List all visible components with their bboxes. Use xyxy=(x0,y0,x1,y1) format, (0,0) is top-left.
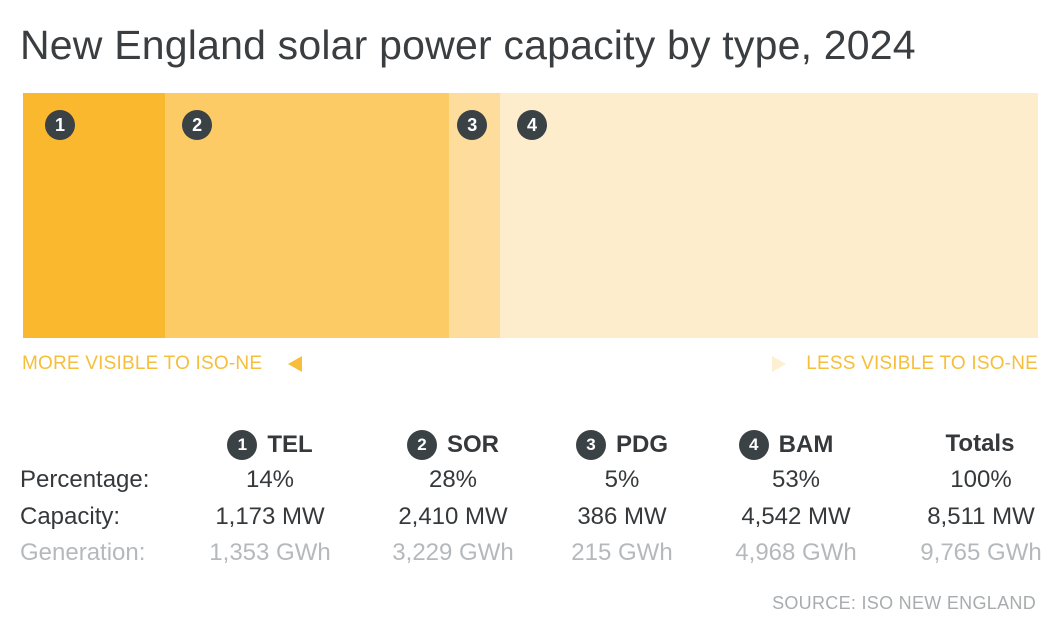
segment-badge-4-icon: 4 xyxy=(517,110,548,140)
less-visible-label: LESS VISIBLE TO ISO-NE xyxy=(806,353,1038,374)
segment-badge-3-icon: 3 xyxy=(457,110,488,140)
visibility-arrow xyxy=(288,356,786,372)
segment-badge-2-icon: 2 xyxy=(182,110,213,140)
more-visible-label: MORE VISIBLE TO ISO-NE xyxy=(22,353,263,374)
col-header-totals: Totals xyxy=(945,430,1015,457)
capacity-pdg: 386 MW xyxy=(577,503,667,530)
badge-4-icon: 4 xyxy=(738,430,769,460)
generation-total: 9,765 GWh xyxy=(920,539,1042,566)
row-label-percentage: Percentage: xyxy=(20,466,150,493)
row-label-generation: Generation: xyxy=(20,539,146,566)
generation-bam: 4,968 GWh xyxy=(735,539,857,566)
header-row: 1 TEL 2 SOR 3 PDG 4 BAM Totals xyxy=(0,430,1060,464)
chart-title: New England solar power capacity by type… xyxy=(20,22,916,68)
col-header-bam: 4 BAM xyxy=(706,430,866,460)
percentage-row: Percentage: 14% 28% 5% 53% 100% xyxy=(0,466,1060,500)
percentage-total: 100% xyxy=(950,466,1012,493)
segment-badge-1-icon: 1 xyxy=(45,110,75,140)
capacity-bam: 4,542 MW xyxy=(741,503,851,530)
generation-pdg: 215 GWh xyxy=(571,539,673,566)
col-header-tel: 1 TEL xyxy=(190,430,350,460)
bar-segment-tel: 1 xyxy=(23,93,166,338)
generation-tel: 1,353 GWh xyxy=(209,539,331,566)
badge-2-icon: 2 xyxy=(406,430,437,460)
capacity-sor: 2,410 MW xyxy=(398,503,508,530)
generation-row: Generation: 1,353 GWh 3,229 GWh 215 GWh … xyxy=(0,539,1060,573)
capacity-tel: 1,173 MW xyxy=(215,503,325,530)
generation-sor: 3,229 GWh xyxy=(392,539,514,566)
row-label-capacity: Capacity: xyxy=(20,503,121,530)
capacity-total: 8,511 MW xyxy=(927,503,1035,530)
bar-segment-pdg: 3 xyxy=(449,93,501,338)
col-header-sor: 2 SOR xyxy=(373,430,533,460)
percentage-sor: 28% xyxy=(428,466,478,493)
col-header-pdg: 3 PDG xyxy=(542,430,702,460)
badge-1-icon: 1 xyxy=(227,430,258,460)
source-note: SOURCE: ISO NEW ENGLAND xyxy=(772,593,1036,613)
badge-3-icon: 3 xyxy=(575,430,606,460)
capacity-row: Capacity: 1,173 MW 2,410 MW 386 MW 4,542… xyxy=(0,503,1060,537)
bar-segment-bam: 4 xyxy=(500,93,1038,338)
percentage-tel: 14% xyxy=(245,466,295,493)
percentage-pdg: 5% xyxy=(604,466,640,493)
bar-segment-sor: 2 xyxy=(165,93,450,338)
percentage-bam: 53% xyxy=(771,466,821,493)
